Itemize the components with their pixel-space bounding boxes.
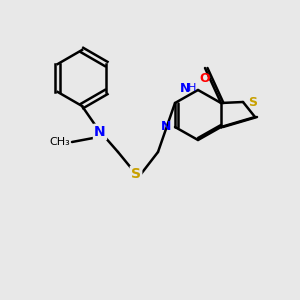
Text: N: N	[94, 125, 106, 139]
Text: N: N	[160, 121, 171, 134]
Text: O: O	[200, 72, 210, 85]
Text: S: S	[248, 95, 257, 109]
Text: S: S	[131, 167, 141, 181]
Text: CH₃: CH₃	[49, 137, 70, 147]
Text: N: N	[94, 125, 106, 139]
Text: N: N	[180, 82, 190, 94]
Text: H: H	[188, 83, 196, 93]
Text: S: S	[131, 167, 141, 181]
